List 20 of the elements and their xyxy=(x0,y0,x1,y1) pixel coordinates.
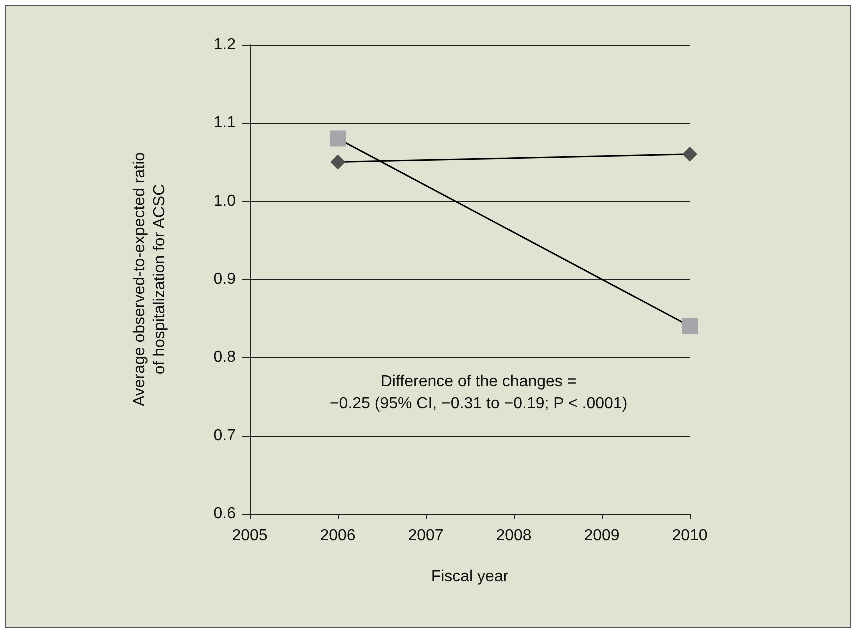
x-tick-label: 2006 xyxy=(320,528,356,544)
annotation: Difference of the changes = −0.25 (95% CI, −0.31 to −0.19; P < .0001) xyxy=(330,373,628,412)
x-tick-label: 2010 xyxy=(672,528,708,544)
y-axis-title: Average observed-to-expected ratio of hospitalization for ACSC xyxy=(132,152,168,407)
point xyxy=(682,318,698,334)
x-tick-label: 2007 xyxy=(408,528,444,544)
y-tick-label: 1.0 xyxy=(214,192,236,210)
y-tick-label: 0.6 xyxy=(214,506,236,522)
y-tick-label: 0.9 xyxy=(214,271,236,288)
point xyxy=(682,146,698,162)
x-tick-label: 2009 xyxy=(584,528,620,544)
y-tick-label: 1.1 xyxy=(214,114,236,132)
x-axis-title: Fiscal year xyxy=(431,568,510,586)
y-tick-label: 0.8 xyxy=(214,349,236,366)
point xyxy=(330,130,346,147)
y-tick-label: 1.2 xyxy=(214,36,236,54)
x-tick-label: 2005 xyxy=(232,528,268,544)
y-tick-label: 0.7 xyxy=(214,427,236,444)
x-tick-label: 2008 xyxy=(496,528,532,544)
point xyxy=(330,154,346,170)
